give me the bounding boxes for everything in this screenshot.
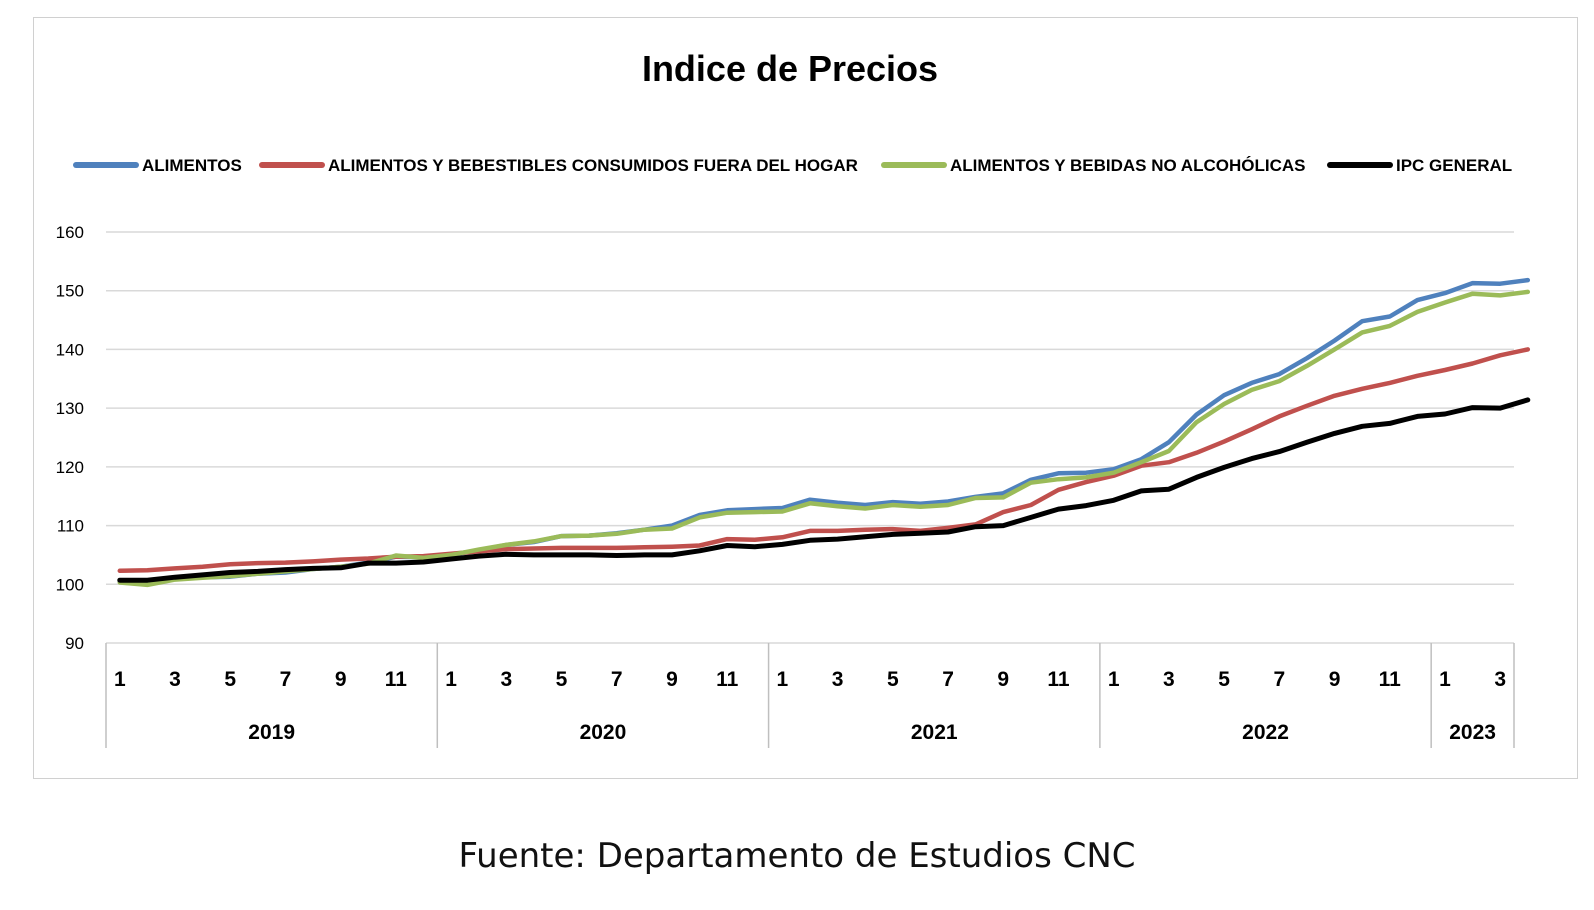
year-label-2020: 2020 <box>580 721 627 744</box>
x-tick-label: 1 <box>114 668 126 691</box>
x-tick-label: 9 <box>1329 668 1341 691</box>
x-tick-label: 5 <box>1218 668 1230 691</box>
y-tick-label: 110 <box>57 517 84 536</box>
year-label-2019: 2019 <box>248 721 295 744</box>
series-line-4 <box>117 397 1531 583</box>
y-tick-label: 90 <box>65 634 84 653</box>
year-label-2023: 2023 <box>1449 721 1496 744</box>
x-tick-label: 11 <box>716 668 739 691</box>
year-label-2021: 2021 <box>911 721 958 744</box>
y-tick-label: 140 <box>56 340 84 359</box>
x-tick-label: 11 <box>385 668 408 691</box>
x-tick-label: 9 <box>335 668 347 691</box>
x-tick-label: 3 <box>832 668 844 691</box>
y-tick-label: 120 <box>56 458 84 477</box>
chart-title: Indice de Precios <box>642 48 938 89</box>
legend-label-4: IPC GENERAL <box>1396 156 1512 175</box>
x-tick-label: 1 <box>777 668 789 691</box>
x-tick-label: 11 <box>1047 668 1070 691</box>
x-tick-label: 11 <box>1379 668 1402 691</box>
x-tick-label: 9 <box>997 668 1009 691</box>
series-line-2 <box>117 347 1531 574</box>
x-tick-label: 1 <box>1439 668 1451 691</box>
legend-label-3: ALIMENTOS Y BEBIDAS NO ALCOHÓLICAS <box>950 156 1305 175</box>
legend-label-2: ALIMENTOS Y BEBESTIBLES CONSUMIDOS FUERA… <box>328 156 858 175</box>
chart-frame: Indice de Precios ALIMENTOS ALIMENTOS Y BE… <box>33 17 1578 779</box>
x-tick-label: 5 <box>556 668 568 691</box>
x-tick-label: 3 <box>169 668 181 691</box>
x-tick-label: 3 <box>1163 668 1175 691</box>
legend-label-1: ALIMENTOS <box>142 156 242 175</box>
x-tick-label: 5 <box>224 668 236 691</box>
source-note: Fuente: Departamento de Estudios CNC <box>458 836 1136 876</box>
x-tick-label: 7 <box>1273 668 1285 691</box>
y-tick-label: 160 <box>56 223 84 242</box>
chart-svg: Indice de Precios ALIMENTOS ALIMENTOS Y BE… <box>56 48 1531 748</box>
x-tick-label: 7 <box>280 668 292 691</box>
x-tick-label: 9 <box>666 668 678 691</box>
x-tick-label: 7 <box>611 668 623 691</box>
x-tick-label: 1 <box>1108 668 1120 691</box>
year-label-2022: 2022 <box>1242 721 1289 744</box>
x-tick-label: 1 <box>445 668 457 691</box>
x-tick-label: 3 <box>1494 668 1506 691</box>
y-tick-label: 150 <box>56 282 84 301</box>
x-tick-label: 5 <box>887 668 899 691</box>
x-tick-label: 3 <box>500 668 512 691</box>
y-tick-label: 100 <box>56 575 84 594</box>
x-tick-label: 7 <box>942 668 954 691</box>
y-tick-label: 130 <box>56 399 84 418</box>
